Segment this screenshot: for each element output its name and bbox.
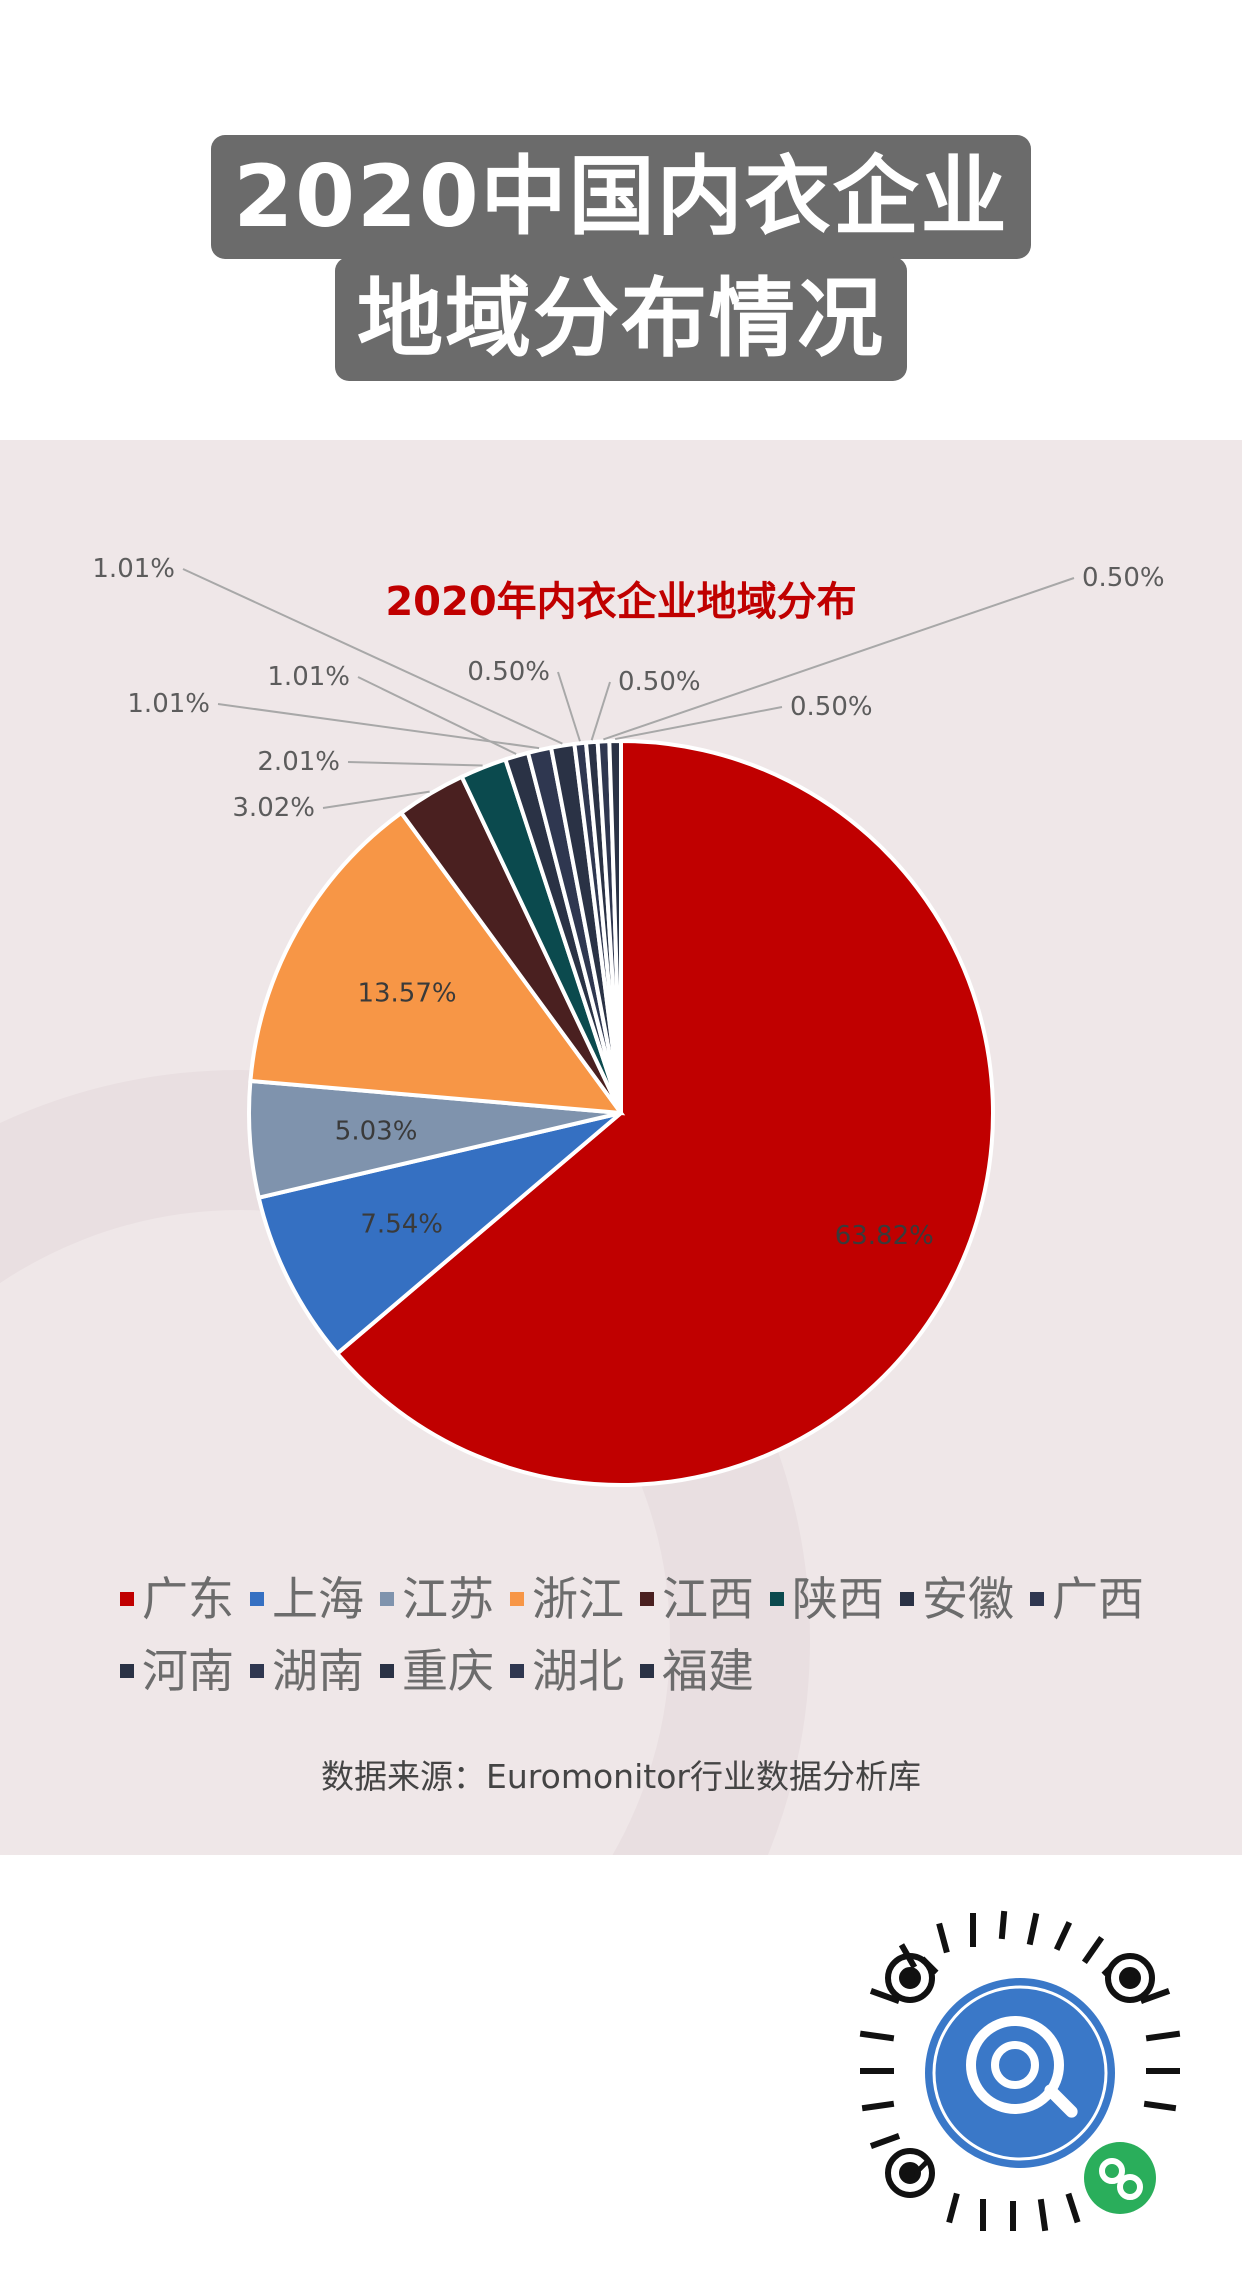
legend-label: 福建 xyxy=(662,1644,754,1698)
slice-label-7: 1.01% xyxy=(267,662,350,692)
legend-label: 安徽 xyxy=(922,1572,1014,1626)
legend-label: 陕西 xyxy=(792,1572,884,1626)
legend-item-5: 江西 xyxy=(640,1570,754,1628)
legend-item-7: 安徽 xyxy=(900,1570,1014,1628)
legend-swatch xyxy=(900,1592,914,1606)
legend-item-2: 上海 xyxy=(250,1570,364,1628)
title-line-2: 地域分布情况 xyxy=(335,257,907,381)
qr-code-icon[interactable] xyxy=(850,1903,1190,2243)
legend-swatch xyxy=(120,1592,134,1606)
legend-label: 广东 xyxy=(142,1572,234,1626)
leader-line-12 xyxy=(603,577,1075,741)
legend-swatch xyxy=(380,1592,394,1606)
legend-item-4: 浙江 xyxy=(510,1570,624,1628)
legend-label: 江苏 xyxy=(402,1572,494,1626)
legend-label: 江西 xyxy=(662,1572,754,1626)
legend-swatch xyxy=(250,1664,264,1678)
pie-slice-4 xyxy=(248,810,626,1116)
legend-item-1: 广东 xyxy=(120,1570,234,1628)
legend-item-13: 福建 xyxy=(640,1642,754,1700)
data-source: 数据来源：Euromonitor行业数据分析库 xyxy=(321,1757,921,1796)
leader-line-6 xyxy=(347,761,483,767)
leader-line-5 xyxy=(322,790,430,809)
legend-label: 河南 xyxy=(142,1644,234,1698)
legend-swatch xyxy=(510,1592,524,1606)
legend-item-3: 江苏 xyxy=(380,1570,494,1628)
slice-label-2: 7.54% xyxy=(360,1209,443,1239)
slice-label-8: 1.01% xyxy=(127,689,210,719)
legend-swatch xyxy=(640,1664,654,1678)
chart-legend: 广东 上海 江苏 浙江 江西 陕西 安徽 广西河南 湖南 重庆 湖北 福建 xyxy=(120,1570,1200,1700)
legend-item-8: 广西 xyxy=(1030,1570,1144,1628)
legend-label: 广西 xyxy=(1052,1572,1144,1626)
chart-panel: 2020年内衣企业地域分布 63.82% 7.54% 5.03% 13.57% 3.02… xyxy=(0,440,1242,1855)
slice-label-5: 3.02% xyxy=(232,793,315,823)
leader-line-13 xyxy=(614,706,783,741)
legend-swatch xyxy=(640,1592,654,1606)
pie-slice-2 xyxy=(256,1111,623,1357)
slice-label-4: 13.57% xyxy=(357,979,456,1009)
slice-label-9: 1.01% xyxy=(92,554,175,584)
slice-label-13: 0.50% xyxy=(790,692,873,722)
legend-label: 湖北 xyxy=(532,1644,624,1698)
legend-item-11: 重庆 xyxy=(380,1642,494,1700)
leader-line-11 xyxy=(590,681,611,741)
slice-label-1: 63.82% xyxy=(835,1221,934,1251)
slice-label-11: 0.50% xyxy=(618,667,701,697)
legend-swatch xyxy=(250,1592,264,1606)
pie-slice-1 xyxy=(334,738,995,1487)
leader-line-10 xyxy=(557,671,581,742)
legend-swatch xyxy=(1030,1592,1044,1606)
legend-item-10: 湖南 xyxy=(250,1642,364,1700)
legend-swatch xyxy=(380,1664,394,1678)
legend-swatch xyxy=(770,1592,784,1606)
chart-title: 2020年内衣企业地域分布 xyxy=(385,579,856,625)
legend-item-9: 河南 xyxy=(120,1642,234,1700)
legend-label: 湖南 xyxy=(272,1644,364,1698)
legend-item-6: 陕西 xyxy=(770,1570,884,1628)
legend-item-12: 湖北 xyxy=(510,1642,624,1700)
pie-chart: 2020年内衣企业地域分布 63.82% 7.54% 5.03% 13.57% 3.02… xyxy=(0,554,1165,1855)
legend-label: 浙江 xyxy=(532,1572,624,1626)
legend-label: 重庆 xyxy=(402,1644,494,1698)
title-line-1: 2020中国内衣企业 xyxy=(211,135,1031,259)
page-title: 2020中国内衣企业 地域分布情况 xyxy=(0,135,1242,381)
slice-label-12: 0.50% xyxy=(1082,563,1165,593)
legend-swatch xyxy=(120,1664,134,1678)
leader-line-9 xyxy=(182,568,563,745)
leader-line-8 xyxy=(217,703,540,750)
slice-label-3: 5.03% xyxy=(335,1117,418,1147)
pie-slice-13 xyxy=(607,738,623,1114)
legend-swatch xyxy=(510,1664,524,1678)
slice-label-6: 2.01% xyxy=(257,747,340,777)
legend-label: 上海 xyxy=(272,1572,364,1626)
slice-label-10: 0.50% xyxy=(467,657,550,687)
